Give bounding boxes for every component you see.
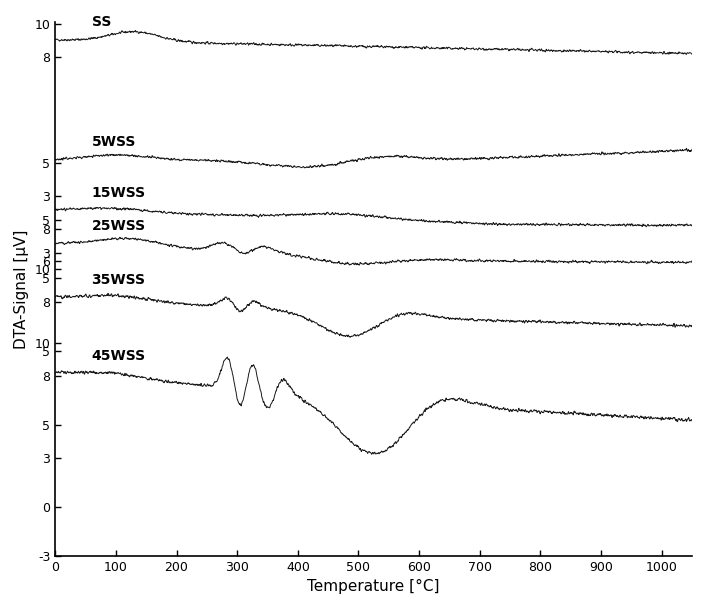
Text: 45WSS: 45WSS [92,349,145,363]
Text: 15WSS: 15WSS [92,186,145,200]
Text: SS: SS [92,15,111,29]
Text: 35WSS: 35WSS [92,273,145,287]
Text: 25WSS: 25WSS [92,218,145,233]
Text: 5WSS: 5WSS [92,136,136,150]
Y-axis label: DTA-Signal [μV]: DTA-Signal [μV] [14,229,29,348]
X-axis label: Temperature [°C]: Temperature [°C] [307,579,440,594]
